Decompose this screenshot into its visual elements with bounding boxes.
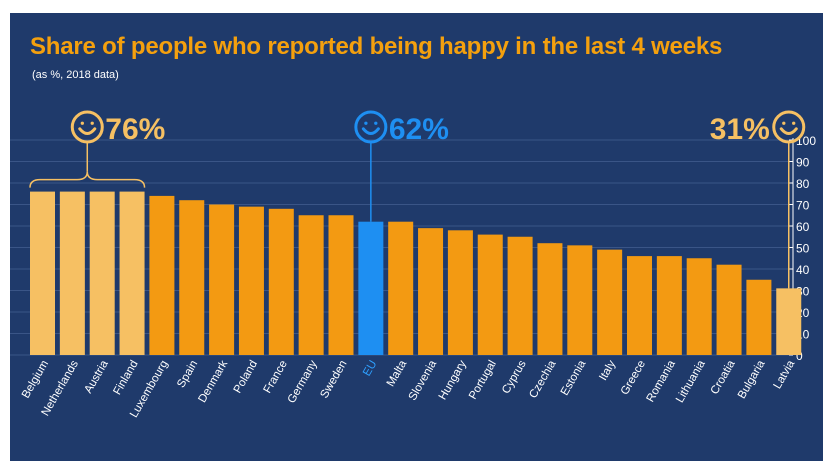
x-tick-label: Sweden — [318, 359, 349, 401]
bar-malta — [388, 221, 414, 355]
y-tick-label: 50 — [796, 242, 810, 256]
x-tick-label: Austria — [83, 358, 112, 396]
y-tick-label: 40 — [796, 263, 810, 277]
x-tick-label: Malta — [385, 358, 410, 389]
bar-sweden — [328, 215, 354, 355]
bar-italy — [597, 249, 623, 355]
smiley-face — [354, 110, 388, 144]
smiley-eye — [90, 121, 94, 125]
bars — [30, 191, 802, 355]
bar-hungary — [447, 230, 473, 355]
x-tick-label: Czechia — [527, 358, 558, 401]
callout: 76% — [29, 110, 165, 188]
bar-slovenia — [418, 228, 444, 355]
smiley-mouth — [361, 127, 380, 136]
x-tick-label: Cyprus — [500, 358, 529, 396]
callouts: 76% 62% 31% — [29, 110, 806, 289]
bar-bulgaria — [746, 279, 772, 355]
x-tick-label: Slovenia — [407, 358, 440, 403]
callout: 31% — [710, 110, 806, 289]
chart-subtitle: (as %, 2018 data) — [32, 69, 119, 81]
smiley-icon — [772, 110, 806, 144]
callout-bracket — [29, 171, 146, 188]
x-tick-label: Spain — [175, 359, 200, 390]
x-tick-label: Germany — [286, 358, 320, 405]
bar-czechia — [537, 243, 563, 355]
smiley-eye — [782, 121, 786, 125]
bar-france — [268, 208, 294, 355]
chart-title: Share of people who reported being happy… — [30, 33, 723, 60]
smiley-eye — [374, 121, 378, 125]
y-tick-label: 90 — [796, 156, 810, 170]
bar-austria — [89, 191, 115, 355]
x-tick-label: Latvia — [772, 358, 798, 391]
y-tick-label: 60 — [796, 220, 810, 234]
y-tick-label: 0 — [796, 349, 803, 363]
bar-greece — [627, 256, 652, 355]
x-tick-label: Lithuania — [674, 358, 708, 405]
bar-chart: 0102030405060708090100BelgiumNetherlands… — [10, 110, 816, 420]
x-tick-label: Belgium — [20, 359, 51, 401]
bar-portugal — [477, 234, 503, 355]
x-tick-label: Croatia — [709, 358, 738, 397]
smiley-icon — [354, 110, 388, 144]
bar-finland — [119, 191, 145, 355]
callout-value: 62% — [389, 113, 449, 146]
bar-lithuania — [686, 258, 712, 355]
smiley-mouth — [779, 127, 798, 136]
smiley-eye — [792, 121, 796, 125]
x-tick-label: Finland — [111, 359, 140, 398]
bar-luxembourg — [149, 195, 175, 355]
x-tick-label: France — [262, 359, 290, 396]
x-tick-label: EU — [361, 359, 379, 379]
callout: 62% — [354, 110, 449, 222]
x-tick-label: Denmark — [196, 358, 230, 405]
bar-spain — [179, 200, 205, 355]
x-tick-label: Poland — [232, 359, 260, 396]
x-tick-label: Romania — [645, 358, 679, 404]
smiley-mouth — [78, 127, 97, 136]
smiley-eye — [80, 121, 84, 125]
bar-romania — [656, 256, 682, 355]
y-tick-label: 80 — [796, 177, 810, 191]
x-tick-label: Portugal — [467, 359, 499, 402]
bar-denmark — [209, 204, 235, 355]
y-tick-label: 70 — [796, 199, 810, 213]
bar-estonia — [567, 245, 593, 355]
bar-eu — [358, 221, 384, 355]
chart-panel: Share of people who reported being happy… — [10, 13, 823, 461]
x-tick-label: Bulgaria — [736, 358, 768, 401]
smiley-face — [772, 110, 806, 144]
x-tick-label: Greece — [619, 359, 648, 398]
bar-latvia — [776, 288, 802, 355]
callout-value: 31% — [710, 113, 770, 146]
bar-croatia — [716, 264, 742, 355]
bar-cyprus — [507, 236, 533, 355]
x-tick-label: Hungary — [437, 358, 469, 402]
smiley-icon — [70, 110, 104, 144]
bar-germany — [298, 215, 324, 355]
bar-poland — [238, 206, 264, 355]
x-tick-label: Estonia — [559, 358, 589, 398]
bar-netherlands — [59, 191, 85, 355]
smiley-eye — [364, 121, 368, 125]
x-tick-label: Italy — [597, 358, 618, 382]
smiley-face — [70, 110, 104, 144]
callout-value: 76% — [105, 113, 165, 146]
bar-belgium — [30, 191, 55, 355]
